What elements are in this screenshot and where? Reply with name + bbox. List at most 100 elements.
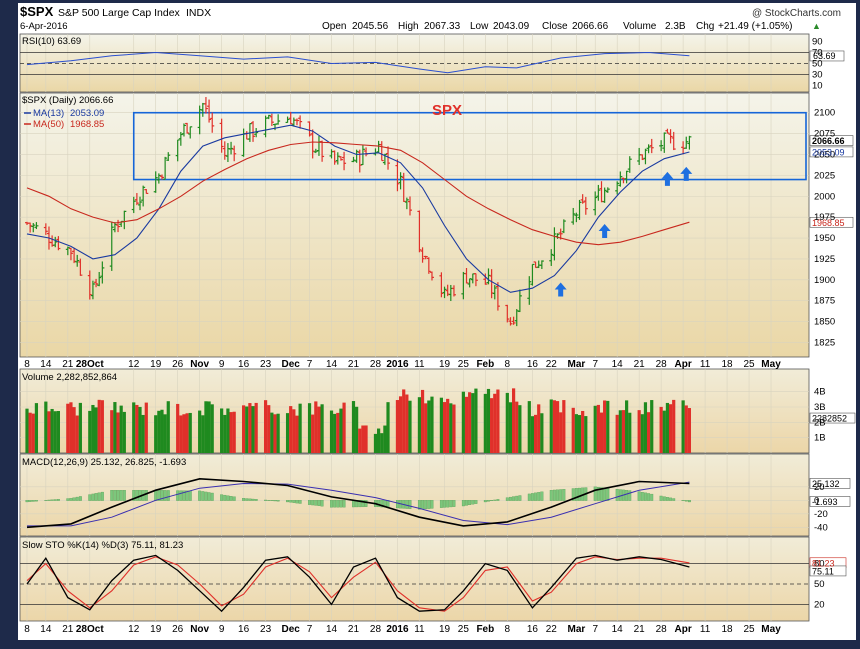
macd-histogram-bar [308, 500, 311, 504]
macd-histogram-bar [616, 489, 619, 500]
macd-histogram-bar [321, 500, 324, 506]
spx-annotation: SPX [432, 102, 462, 119]
rsi-value-label: 63.69 [813, 51, 836, 61]
macd-histogram-bar [202, 491, 205, 500]
macd-histogram-bar [32, 500, 35, 501]
volume-bar [179, 415, 182, 453]
volume-bar [255, 403, 258, 453]
macd-histogram-bar [57, 499, 60, 500]
volume-bar [57, 411, 60, 453]
macd-histogram-bar [352, 500, 355, 507]
macd-histogram-bar [497, 499, 500, 500]
chg-value: +21.49 (+1.05%) [718, 21, 793, 32]
volume-bar [308, 403, 311, 453]
volume-bar [198, 411, 201, 453]
price-y-tick: 1950 [814, 233, 835, 244]
macd-value-label: 25.132 [812, 479, 840, 489]
macd-histogram-bar [98, 493, 101, 501]
macd-histogram-bar [333, 500, 336, 507]
x-tick-label: 19 [439, 359, 451, 370]
chg-up-icon: ▲ [812, 21, 821, 31]
macd-histogram-bar [110, 490, 113, 500]
volume-bar [572, 408, 575, 453]
price-y-tick: 1925 [814, 254, 835, 265]
volume-bar [120, 406, 123, 453]
x-tick-label: Apr [675, 359, 692, 370]
macd-histogram-bar [650, 494, 653, 501]
x-tick-label: 12 [128, 624, 140, 635]
x-tick-label: 19 [150, 359, 162, 370]
macd-histogram-bar [406, 500, 409, 508]
volume-bar [452, 405, 455, 453]
volume-bar [647, 412, 650, 453]
macd-histogram-bar [164, 490, 167, 500]
macd-histogram-bar [211, 493, 214, 501]
sto-legend: Slow STO %K(14) %D(3) 75.11, 81.23 [22, 540, 183, 551]
macd-histogram-bar [666, 497, 669, 500]
macd-histogram-bar [428, 500, 431, 508]
volume-bar [540, 413, 543, 453]
x-tick-label: 2016 [386, 624, 409, 635]
volume-bar [465, 397, 468, 453]
volume-bar [666, 403, 669, 453]
macd-histogram-bar [465, 500, 468, 505]
macd-histogram-bar [644, 493, 647, 501]
volume-bar [186, 413, 189, 453]
volume-bar [72, 407, 75, 453]
x-tick-label: 14 [40, 359, 52, 370]
volume-bar [164, 414, 167, 453]
low-label: Low [470, 21, 489, 32]
x-tick-label: 7 [307, 359, 313, 370]
macd-histogram-bar [296, 500, 299, 503]
volume-bar [91, 405, 94, 453]
macd-histogram-bar [73, 498, 76, 501]
x-tick-label: 22 [546, 624, 558, 635]
volume-bar [189, 413, 192, 453]
macd-histogram-bar [67, 499, 70, 501]
volume-y-tick: 3B [814, 402, 826, 413]
close-label: Close [542, 21, 568, 32]
x-tick-label: 21 [634, 624, 646, 635]
macd-histogram-bar [641, 492, 644, 500]
x-tick-label: 21 [348, 359, 360, 370]
macd-histogram-bar [575, 488, 578, 500]
volume-bar [47, 411, 50, 453]
macd-histogram-bar [145, 490, 148, 500]
x-tick-label: 16 [238, 359, 250, 370]
macd-histogram-bar [92, 494, 95, 501]
macd-histogram-bar [189, 491, 192, 501]
volume-bar [69, 402, 72, 453]
macd-histogram-bar [487, 500, 490, 501]
volume-y-tick: 4B [814, 387, 826, 398]
x-tick-label: 28 [370, 624, 382, 635]
volume-bar [361, 426, 364, 453]
volume-bar [471, 393, 474, 453]
x-tick-label: 18 [722, 359, 734, 370]
volume-bar [380, 433, 383, 453]
macd-hist-value-label: -1.693 [812, 497, 838, 507]
macd-y-tick: -20 [814, 509, 828, 520]
volume-bar [509, 402, 512, 453]
sto-k-value-label: 75.11 [812, 566, 834, 576]
volume-bar [553, 400, 556, 453]
volume-bar [512, 388, 515, 453]
volume-bar [603, 400, 606, 453]
macd-histogram-bar [318, 500, 321, 505]
macd-histogram-bar [396, 500, 399, 508]
macd-histogram-bar [660, 496, 663, 501]
macd-histogram-bar [628, 491, 631, 501]
volume-bar [182, 414, 185, 453]
volume-bar [98, 400, 101, 453]
volume-bar [220, 408, 223, 453]
macd-histogram-bar [176, 491, 179, 501]
macd-histogram-bar [663, 497, 666, 501]
macd-histogram-bar [685, 500, 688, 501]
x-tick-label: 25 [458, 359, 470, 370]
volume-bar [167, 401, 170, 453]
macd-histogram-bar [136, 490, 139, 500]
macd-histogram-bar [343, 500, 346, 507]
high-value: 2067.33 [424, 21, 461, 32]
volume-bar [377, 429, 380, 453]
x-tick-label: 14 [326, 359, 338, 370]
x-tick-label: Feb [476, 359, 494, 370]
